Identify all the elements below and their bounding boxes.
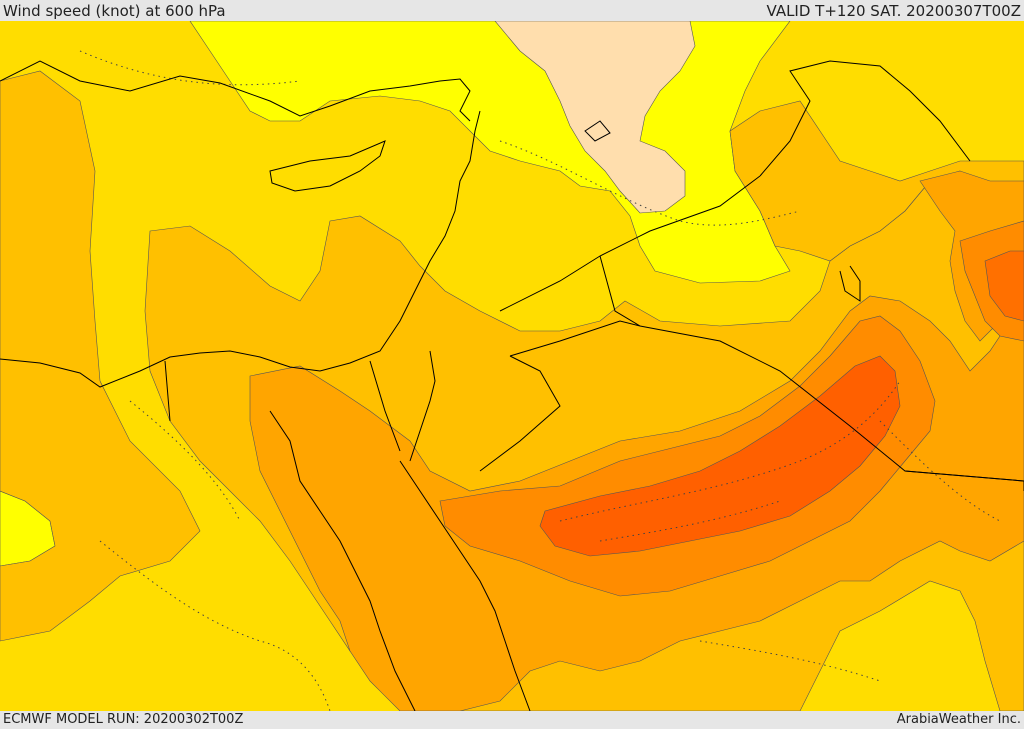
border-saudi-jordan-south [479,355,561,472]
dotted-contours [79,50,1001,711]
border-egypt-israel [369,360,401,452]
coastline-turkey [0,60,471,122]
dotted-contour-3 [559,380,901,522]
lake-tharthar [584,120,611,142]
wind-speed-map [0,21,1024,711]
map-title: Wind speed (knot) at 600 hPa [3,2,226,20]
coastline-gulf [839,265,861,302]
model-run-label: ECMWF MODEL RUN: 20200302T00Z [3,712,244,727]
border-jordan-east [599,255,641,327]
map-canvas [0,21,1024,711]
field-orange-dark-east [984,250,1024,322]
dotted-contour-7 [879,420,1001,522]
border-dead-sea [409,350,436,462]
border-iran-iraq [759,60,971,177]
field-gold-west [0,70,201,642]
border-iraq-kuwait [904,470,1024,491]
valid-time-label: VALID T+120 SAT. 20200307T00Z [766,2,1021,20]
coastline-north-africa [0,110,481,388]
border-egypt-libya [164,360,171,422]
credit-label: ArabiaWeather Inc. [896,712,1021,727]
coastline-red-sea-west [269,410,416,711]
border-jordan-saudi [509,320,641,357]
country-boundaries [0,60,1024,711]
border-syria-iraq [499,175,761,312]
field-lightest-zone [494,21,696,214]
dotted-contour-2 [499,140,801,226]
field-orange-dark-core [539,355,901,557]
footer-bar: ECMWF MODEL RUN: 20200302T00Z ArabiaWeat… [0,711,1024,729]
header-bar: Wind speed (knot) at 600 hPa VALID T+120… [0,0,1024,21]
coastline-red-sea-east [399,460,531,711]
dotted-contour-1 [79,50,301,86]
coastline-cyprus [269,140,386,192]
dotted-contour-5 [99,540,331,711]
dotted-contour-8 [129,400,241,522]
